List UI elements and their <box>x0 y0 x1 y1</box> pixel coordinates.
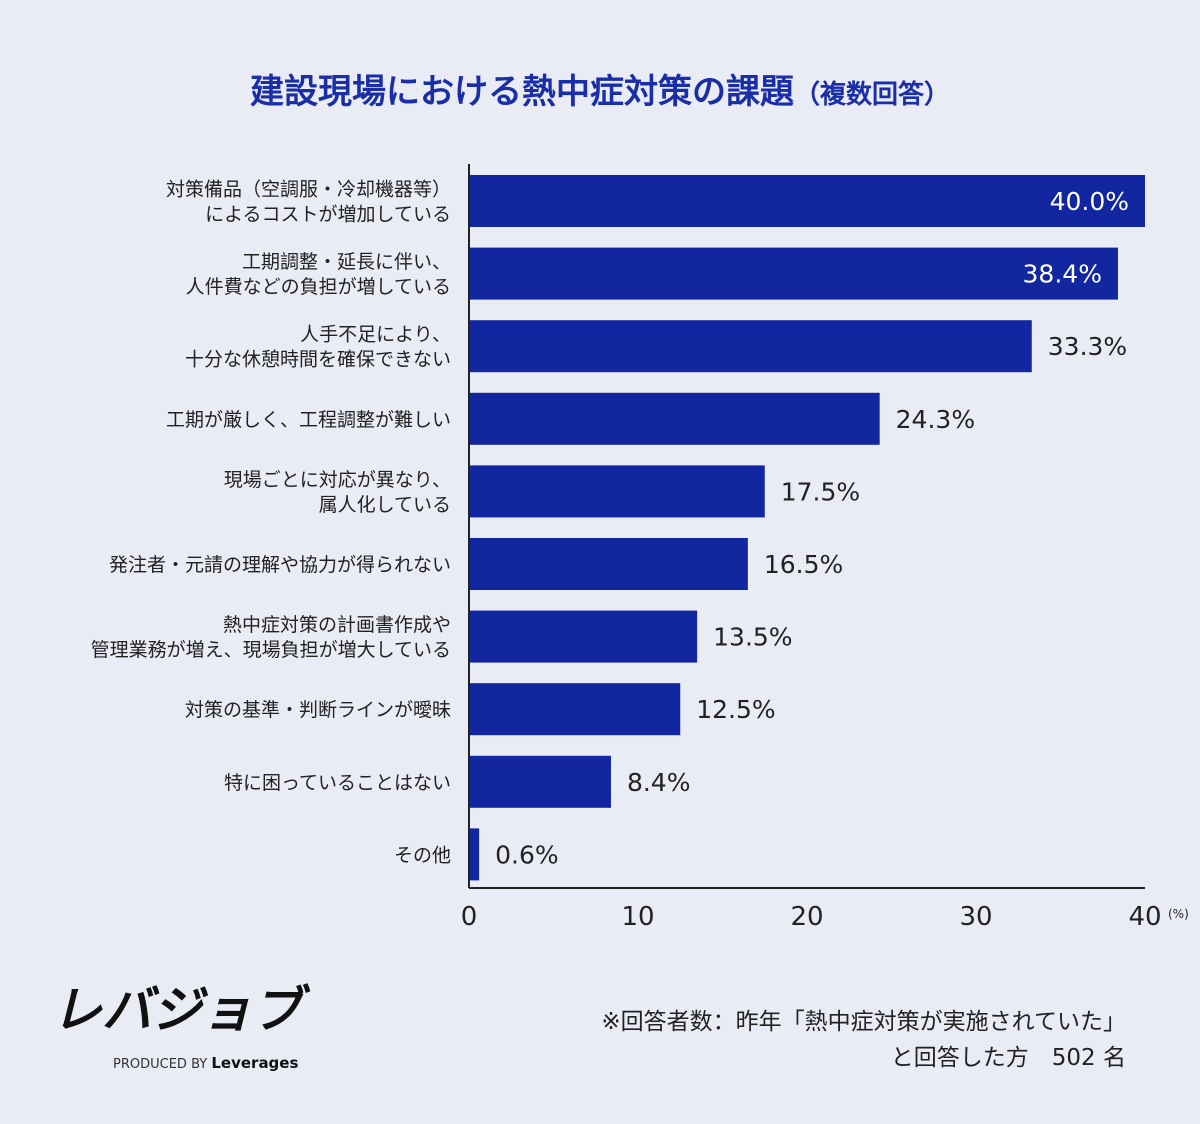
data-label: 33.3% <box>1048 332 1127 361</box>
category-label: 属人化している <box>319 494 451 516</box>
category-label: 対策の基準・判断ラインが曖昧 <box>185 699 451 721</box>
bar <box>469 247 1118 300</box>
category-label: 現場ごとに対応が異なり、 <box>224 469 451 491</box>
logo: レバジョブ <box>52 981 302 1039</box>
data-label: 24.3% <box>896 405 975 434</box>
data-label: 8.4% <box>627 768 691 797</box>
chart-title: 建設現場における熱中症対策の課題（複数回答） <box>0 70 1200 117</box>
data-label: 16.5% <box>764 550 843 579</box>
bar <box>469 755 611 808</box>
x-tick-label: 30 <box>959 902 992 932</box>
bar <box>469 320 1032 373</box>
category-label: 熱中症対策の計画書作成や <box>223 614 451 636</box>
category-label: によるコストが増加している <box>205 204 451 226</box>
title-main: 建設現場における熱中症対策の課題 <box>249 72 794 112</box>
category-label: 発注者・元請の理解や協力が得られない <box>109 554 451 576</box>
category-label: 人件費などの負担が増している <box>186 276 451 298</box>
category-label: 特に困っていることはない <box>224 772 451 794</box>
bar <box>469 392 880 445</box>
bar <box>469 828 480 881</box>
category-label: 工期が厳しく、工程調整が難しい <box>166 409 451 431</box>
data-label: 38.4% <box>1023 260 1102 289</box>
bar <box>469 610 698 663</box>
category-label: その他 <box>394 844 451 866</box>
category-label: 管理業務が増え、現場負担が増大している <box>91 639 451 661</box>
bar <box>469 683 681 736</box>
data-label: 40.0% <box>1050 187 1129 216</box>
bar-chart: 40.0% 対策備品（空調服・冷却機器等） によるコストが増加している 38.4% 工期… <box>91 164 1189 932</box>
data-label: 13.5% <box>713 623 792 652</box>
data-label: 12.5% <box>696 695 775 724</box>
category-label: 工期調整・延長に伴い、 <box>242 251 451 273</box>
x-unit-label: (%) <box>1168 907 1189 921</box>
x-tick-label: 20 <box>790 902 823 932</box>
produced-by-text: PRODUCED BY <box>113 1057 208 1072</box>
data-label: 0.6% <box>495 840 559 869</box>
bar <box>469 175 1145 227</box>
note-line-2: と回答した方 502 名 <box>890 1045 1126 1071</box>
title-sub: （複数回答） <box>793 80 950 110</box>
respondent-note: ※回答者数：昨年「熱中症対策が実施されていた」と回答した方 502 名 <box>601 1004 1126 1076</box>
category-label: 対策備品（空調服・冷却機器等） <box>166 179 451 201</box>
data-label: 17.5% <box>781 477 860 506</box>
x-tick-label: 40 <box>1128 902 1161 932</box>
bar <box>469 538 748 590</box>
bar <box>469 465 765 518</box>
produced-by: PRODUCED BY Leverages <box>113 1054 298 1074</box>
category-label: 人手不足により、 <box>300 324 451 346</box>
x-tick-label: 10 <box>621 902 654 932</box>
note-line-1: ※回答者数：昨年「熱中症対策が実施されていた」 <box>601 1009 1126 1035</box>
x-tick-label: 0 <box>461 902 478 932</box>
brand-name: Leverages <box>211 1054 299 1072</box>
category-label: 十分な休憩時間を確保できない <box>185 349 451 371</box>
